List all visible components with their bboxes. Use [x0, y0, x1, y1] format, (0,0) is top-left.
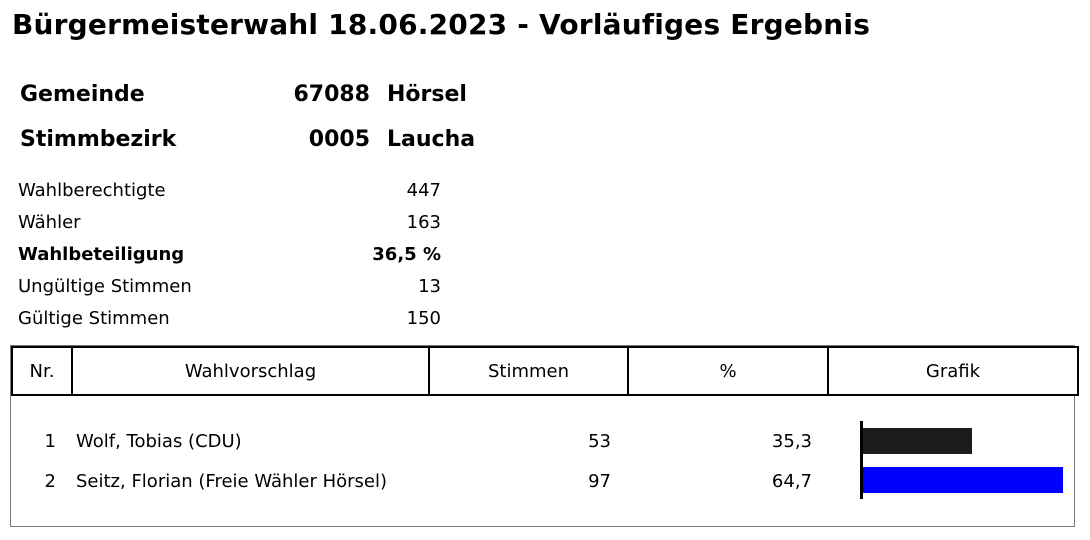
stimmbezirk-label: Stimmbezirk: [20, 127, 177, 152]
row-1-votes: 53: [588, 431, 611, 452]
stimmbezirk-number: 0005: [308, 127, 370, 152]
stat-value-wahlbeteiligung: 36,5 %: [372, 244, 441, 265]
stat-value-gueltige-stimmen: 150: [406, 308, 441, 329]
header-stimmen: Stimmen: [430, 348, 629, 394]
stat-label-gueltige-stimmen: Gültige Stimmen: [18, 308, 170, 329]
stat-label-waehler: Wähler: [18, 212, 81, 233]
stat-label-wahlberechtigte: Wahlberechtigte: [18, 180, 166, 201]
gemeinde-label: Gemeinde: [20, 82, 145, 107]
row-1-percent: 35,3: [771, 431, 812, 452]
row-2-votes: 97: [588, 471, 611, 492]
row-1-candidate: Wolf, Tobias (CDU): [76, 431, 242, 452]
stat-label-wahlbeteiligung: Wahlbeteiligung: [18, 244, 185, 265]
stat-label-ungueltige-stimmen: Ungültige Stimmen: [18, 276, 192, 297]
row-1-nr: 1: [44, 431, 56, 452]
gemeinde-number: 67088: [293, 82, 370, 107]
stat-value-wahlberechtigte: 447: [406, 180, 441, 201]
gemeinde-name: Hörsel: [387, 82, 467, 107]
page-title: Bürgermeisterwahl 18.06.2023 - Vorläufig…: [12, 8, 871, 41]
row-2-nr: 2: [44, 471, 56, 492]
header-nr: Nr.: [13, 348, 73, 394]
stat-value-waehler: 163: [406, 212, 441, 233]
stat-value-ungueltige-stimmen: 13: [418, 276, 441, 297]
header-percent: %: [629, 348, 829, 394]
row-1-bar: [863, 428, 972, 454]
results-table: [10, 345, 1075, 527]
results-table-header: Nr. Wahlvorschlag Stimmen % Grafik: [11, 346, 1079, 396]
grafik-axis: [860, 421, 863, 499]
row-2-candidate: Seitz, Florian (Freie Wähler Hörsel): [76, 471, 388, 492]
header-grafik: Grafik: [925, 360, 981, 382]
row-2-bar: [863, 467, 1063, 493]
row-2-percent: 64,7: [771, 471, 812, 492]
header-wahlvorschlag: Wahlvorschlag: [73, 348, 430, 394]
stimmbezirk-name: Laucha: [387, 127, 476, 152]
